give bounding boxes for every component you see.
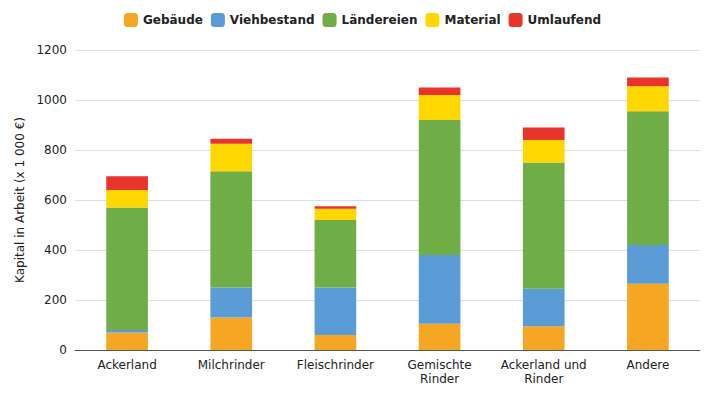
svg-text:600: 600 <box>44 193 67 207</box>
svg-text:400: 400 <box>44 243 67 257</box>
svg-text:Gemischte: Gemischte <box>407 358 471 372</box>
svg-text:Milchrinder: Milchrinder <box>198 358 265 372</box>
svg-text:Ackerland: Ackerland <box>97 358 156 372</box>
svg-text:Rinder: Rinder <box>524 372 563 386</box>
svg-text:Umlaufend: Umlaufend <box>528 13 602 27</box>
svg-text:0: 0 <box>59 343 67 357</box>
svg-text:1200: 1200 <box>36 43 67 57</box>
svg-text:Ackerland und: Ackerland und <box>501 358 587 372</box>
svg-text:Rinder: Rinder <box>420 372 459 386</box>
svg-text:800: 800 <box>44 143 67 157</box>
svg-text:200: 200 <box>44 293 67 307</box>
svg-text:Gebäude: Gebäude <box>143 13 203 27</box>
svg-text:Ländereien: Ländereien <box>342 13 418 27</box>
svg-text:1000: 1000 <box>36 93 67 107</box>
svg-text:Material: Material <box>444 13 500 27</box>
svg-text:Andere: Andere <box>626 358 669 372</box>
svg-text:Fleischrinder: Fleischrinder <box>297 358 374 372</box>
svg-text:Kapital in Arbeit (x 1 000 €): Kapital in Arbeit (x 1 000 €) <box>13 117 27 283</box>
svg-text:Viehbestand: Viehbestand <box>230 13 315 27</box>
